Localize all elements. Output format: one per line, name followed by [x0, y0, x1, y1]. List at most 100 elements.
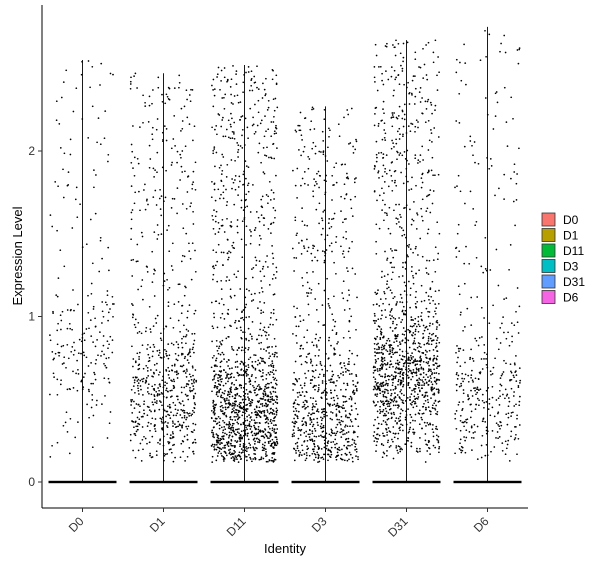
- data-point: [385, 349, 387, 351]
- data-point: [293, 432, 295, 434]
- data-point: [399, 415, 401, 418]
- data-point: [245, 225, 248, 228]
- data-point: [99, 143, 102, 146]
- data-point: [164, 348, 166, 351]
- data-point: [224, 408, 227, 411]
- data-point: [353, 178, 356, 180]
- data-point: [515, 380, 518, 382]
- data-point: [330, 453, 333, 456]
- data-point: [436, 89, 439, 91]
- data-point: [141, 378, 143, 381]
- data-point: [481, 399, 484, 402]
- data-point: [225, 176, 228, 178]
- data-point: [91, 262, 94, 265]
- data-point: [434, 381, 437, 383]
- data-point: [350, 405, 353, 408]
- data-point: [103, 362, 105, 365]
- data-point: [412, 406, 415, 409]
- data-point: [497, 284, 500, 287]
- data-point: [56, 441, 59, 444]
- data-point: [139, 379, 142, 382]
- data-point: [264, 399, 267, 401]
- data-point: [186, 310, 189, 313]
- data-point: [262, 82, 264, 85]
- data-point: [515, 310, 517, 313]
- data-point: [255, 428, 258, 430]
- data-point: [272, 142, 275, 145]
- data-point: [510, 411, 513, 414]
- data-point: [317, 320, 320, 323]
- data-point: [261, 195, 264, 198]
- data-point: [512, 200, 515, 203]
- y-tick-label: 1: [28, 310, 35, 324]
- data-point: [383, 181, 386, 183]
- data-point: [240, 238, 243, 241]
- data-point: [151, 250, 154, 253]
- data-point: [142, 94, 144, 97]
- data-point: [438, 379, 441, 381]
- data-point: [424, 391, 427, 394]
- data-point: [227, 359, 230, 361]
- data-point: [263, 411, 266, 414]
- data-point: [432, 431, 435, 434]
- data-point: [168, 354, 171, 357]
- data-point: [247, 190, 250, 193]
- data-point: [182, 450, 184, 453]
- data-point: [62, 168, 64, 171]
- data-point: [435, 345, 438, 347]
- data-point: [342, 429, 345, 432]
- data-point: [482, 271, 485, 274]
- data-point: [227, 393, 229, 396]
- data-point: [271, 438, 274, 441]
- data-point: [398, 368, 400, 371]
- data-point: [133, 381, 136, 384]
- data-point: [216, 422, 219, 425]
- data-point: [234, 159, 236, 162]
- data-point: [158, 351, 161, 354]
- data-point: [306, 439, 309, 442]
- data-point: [220, 448, 223, 451]
- data-point: [291, 435, 294, 438]
- data-point: [269, 223, 272, 226]
- data-point: [308, 412, 310, 414]
- data-point: [107, 377, 110, 380]
- data-point: [92, 305, 95, 308]
- data-point: [329, 364, 332, 367]
- data-point: [312, 397, 315, 400]
- data-point: [316, 445, 319, 447]
- data-point: [427, 401, 430, 404]
- data-point: [373, 164, 376, 167]
- data-point: [134, 191, 137, 194]
- data-point: [325, 447, 328, 450]
- data-point: [62, 196, 65, 199]
- data-point: [302, 319, 305, 321]
- data-point: [323, 261, 326, 264]
- data-point: [233, 397, 236, 400]
- data-point: [392, 381, 394, 384]
- data-point: [414, 51, 417, 54]
- data-point: [395, 362, 397, 365]
- data-point: [348, 412, 351, 415]
- data-point: [233, 247, 236, 250]
- data-point: [134, 326, 137, 329]
- data-point: [245, 193, 248, 196]
- data-point: [188, 373, 191, 376]
- data-point: [136, 157, 139, 160]
- data-point: [497, 412, 499, 415]
- data-point: [343, 382, 345, 385]
- data-point: [213, 374, 216, 377]
- data-point: [159, 439, 161, 442]
- data-point: [373, 424, 375, 427]
- data-point: [251, 460, 253, 463]
- data-point: [480, 358, 483, 360]
- data-point: [512, 374, 515, 377]
- data-point: [403, 233, 406, 236]
- data-point: [462, 329, 464, 332]
- data-point: [65, 366, 67, 369]
- data-point: [376, 335, 379, 338]
- data-point: [424, 408, 427, 411]
- data-point: [485, 358, 487, 360]
- data-point: [465, 436, 468, 439]
- data-point: [429, 302, 431, 305]
- data-point: [407, 382, 410, 385]
